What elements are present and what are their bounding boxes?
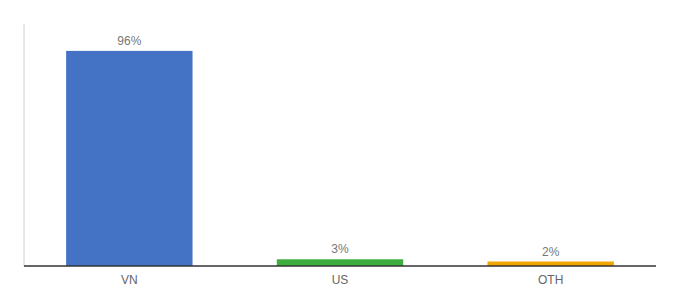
x-tick-label: VN bbox=[121, 273, 138, 287]
data-label: 3% bbox=[331, 242, 349, 256]
chart-svg: VN US OTH 96% 3% 2% bbox=[0, 0, 680, 300]
data-label: 96% bbox=[117, 34, 141, 48]
y-axis-line bbox=[24, 24, 25, 266]
data-label: 2% bbox=[542, 245, 560, 259]
x-tick-label: OTH bbox=[538, 273, 563, 287]
bar bbox=[66, 51, 192, 266]
x-tick-label: US bbox=[332, 273, 349, 287]
chart-container: VN US OTH 96% 3% 2% bbox=[0, 0, 680, 300]
bar bbox=[277, 259, 403, 266]
bars bbox=[66, 51, 614, 266]
x-axis-line bbox=[24, 265, 656, 267]
